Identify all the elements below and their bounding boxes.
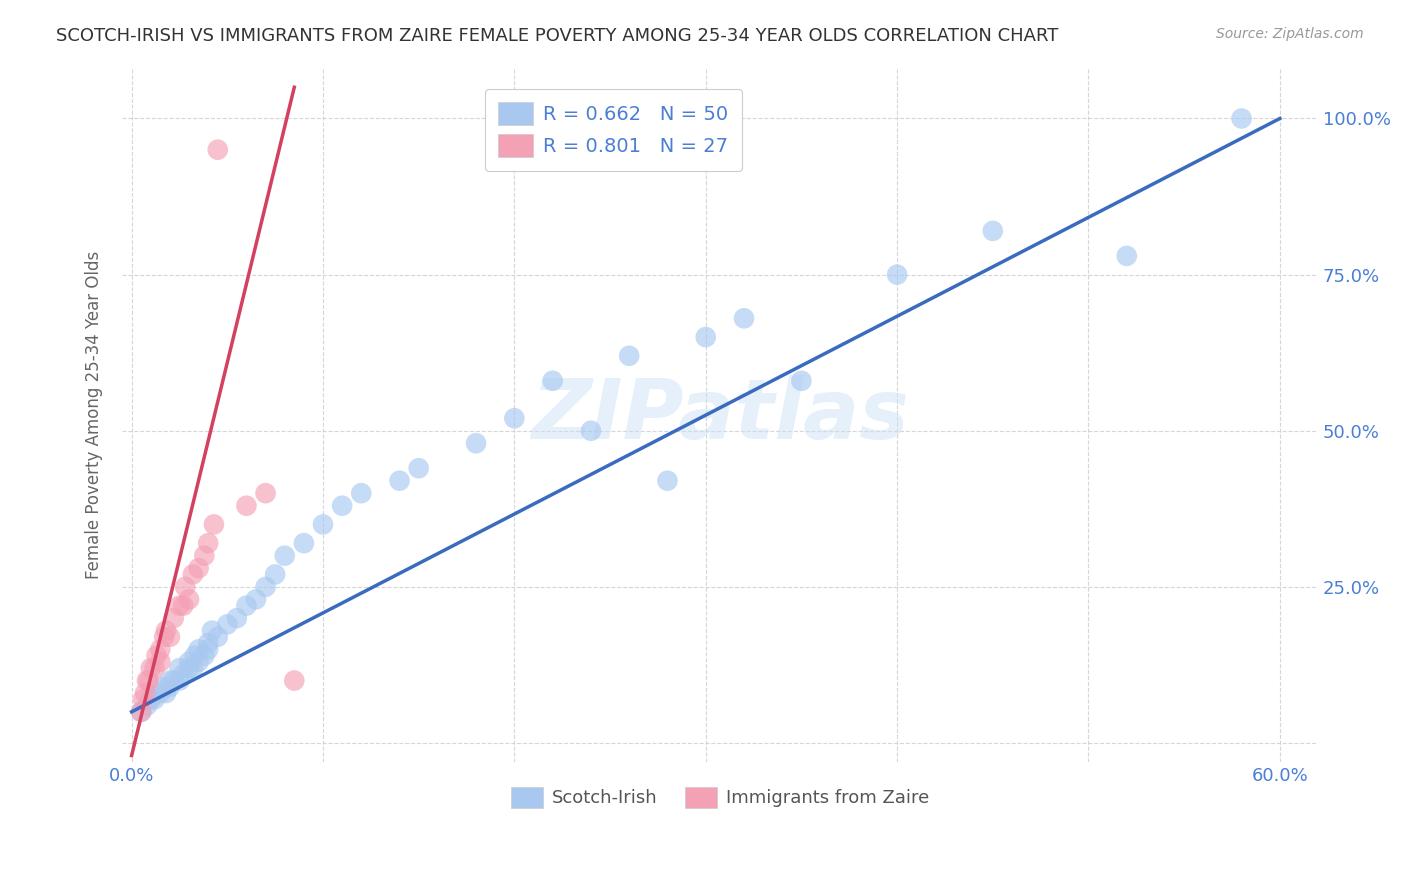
Point	[541, 374, 564, 388]
Point	[254, 486, 277, 500]
Point	[733, 311, 755, 326]
Point	[207, 143, 229, 157]
Point	[1230, 112, 1253, 126]
Point	[153, 630, 176, 644]
Point	[207, 630, 229, 644]
Point	[981, 224, 1004, 238]
Point	[169, 673, 191, 688]
Point	[187, 655, 209, 669]
Point	[136, 698, 159, 713]
Point	[159, 630, 181, 644]
Point	[619, 349, 641, 363]
Point	[159, 673, 181, 688]
Point	[169, 599, 191, 613]
Point	[202, 517, 225, 532]
Point	[465, 436, 488, 450]
Point	[177, 655, 200, 669]
Text: SCOTCH-IRISH VS IMMIGRANTS FROM ZAIRE FEMALE POVERTY AMONG 25-34 YEAR OLDS CORRE: SCOTCH-IRISH VS IMMIGRANTS FROM ZAIRE FE…	[56, 27, 1059, 45]
Point	[197, 642, 219, 657]
Point	[292, 536, 315, 550]
Point	[657, 474, 679, 488]
Legend: Scotch-Irish, Immigrants from Zaire: Scotch-Irish, Immigrants from Zaire	[503, 780, 936, 815]
Point	[235, 599, 257, 613]
Point	[193, 549, 215, 563]
Point	[579, 424, 602, 438]
Point	[149, 655, 172, 669]
Point	[143, 661, 166, 675]
Point	[145, 648, 167, 663]
Point	[169, 661, 191, 675]
Point	[274, 549, 297, 563]
Point	[225, 611, 247, 625]
Point	[193, 648, 215, 663]
Point	[129, 705, 152, 719]
Point	[172, 667, 194, 681]
Point	[201, 624, 224, 638]
Point	[132, 692, 155, 706]
Point	[163, 673, 186, 688]
Point	[136, 673, 159, 688]
Point	[181, 661, 204, 675]
Point	[129, 705, 152, 719]
Text: ZIPatlas: ZIPatlas	[531, 375, 910, 456]
Point	[139, 661, 162, 675]
Point	[245, 592, 267, 607]
Point	[155, 624, 177, 638]
Point	[217, 617, 239, 632]
Point	[187, 561, 209, 575]
Point	[283, 673, 305, 688]
Point	[235, 499, 257, 513]
Point	[172, 599, 194, 613]
Point	[408, 461, 430, 475]
Point	[143, 692, 166, 706]
Point	[187, 642, 209, 657]
Point	[312, 517, 335, 532]
Point	[134, 686, 156, 700]
Point	[138, 673, 160, 688]
Point	[181, 567, 204, 582]
Point	[886, 268, 908, 282]
Point	[139, 692, 162, 706]
Point	[350, 486, 373, 500]
Point	[159, 680, 181, 694]
Y-axis label: Female Poverty Among 25-34 Year Olds: Female Poverty Among 25-34 Year Olds	[86, 251, 103, 579]
Point	[155, 686, 177, 700]
Point	[790, 374, 813, 388]
Point	[149, 680, 172, 694]
Point	[174, 580, 197, 594]
Point	[177, 661, 200, 675]
Point	[197, 536, 219, 550]
Point	[197, 636, 219, 650]
Point	[254, 580, 277, 594]
Point	[1115, 249, 1137, 263]
Point	[503, 411, 526, 425]
Point	[388, 474, 411, 488]
Point	[149, 642, 172, 657]
Point	[264, 567, 287, 582]
Point	[330, 499, 353, 513]
Point	[184, 648, 207, 663]
Point	[695, 330, 717, 344]
Text: Source: ZipAtlas.com: Source: ZipAtlas.com	[1216, 27, 1364, 41]
Point	[149, 686, 172, 700]
Point	[163, 611, 186, 625]
Point	[177, 592, 200, 607]
